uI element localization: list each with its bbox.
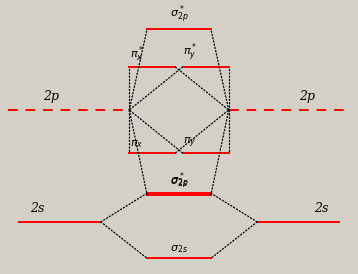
Text: $\sigma_{2p}^*$: $\sigma_{2p}^*$ bbox=[170, 4, 188, 26]
Text: $\sigma_{2s}$: $\sigma_{2s}$ bbox=[170, 243, 188, 255]
Text: 2s: 2s bbox=[314, 202, 328, 215]
Text: $\pi_y^*$: $\pi_y^*$ bbox=[183, 42, 198, 64]
Text: 2s: 2s bbox=[30, 202, 44, 215]
Text: $\pi_x^*$: $\pi_x^*$ bbox=[130, 44, 144, 64]
Text: $\pi_x$: $\pi_x$ bbox=[130, 138, 143, 150]
Text: $\sigma_{2s}^*$: $\sigma_{2s}^*$ bbox=[170, 170, 188, 190]
Text: 2p: 2p bbox=[43, 90, 59, 104]
Text: 2p: 2p bbox=[299, 90, 315, 104]
Text: $\pi_y$: $\pi_y$ bbox=[183, 135, 197, 150]
Text: $\sigma_{2p}$: $\sigma_{2p}$ bbox=[170, 177, 188, 192]
